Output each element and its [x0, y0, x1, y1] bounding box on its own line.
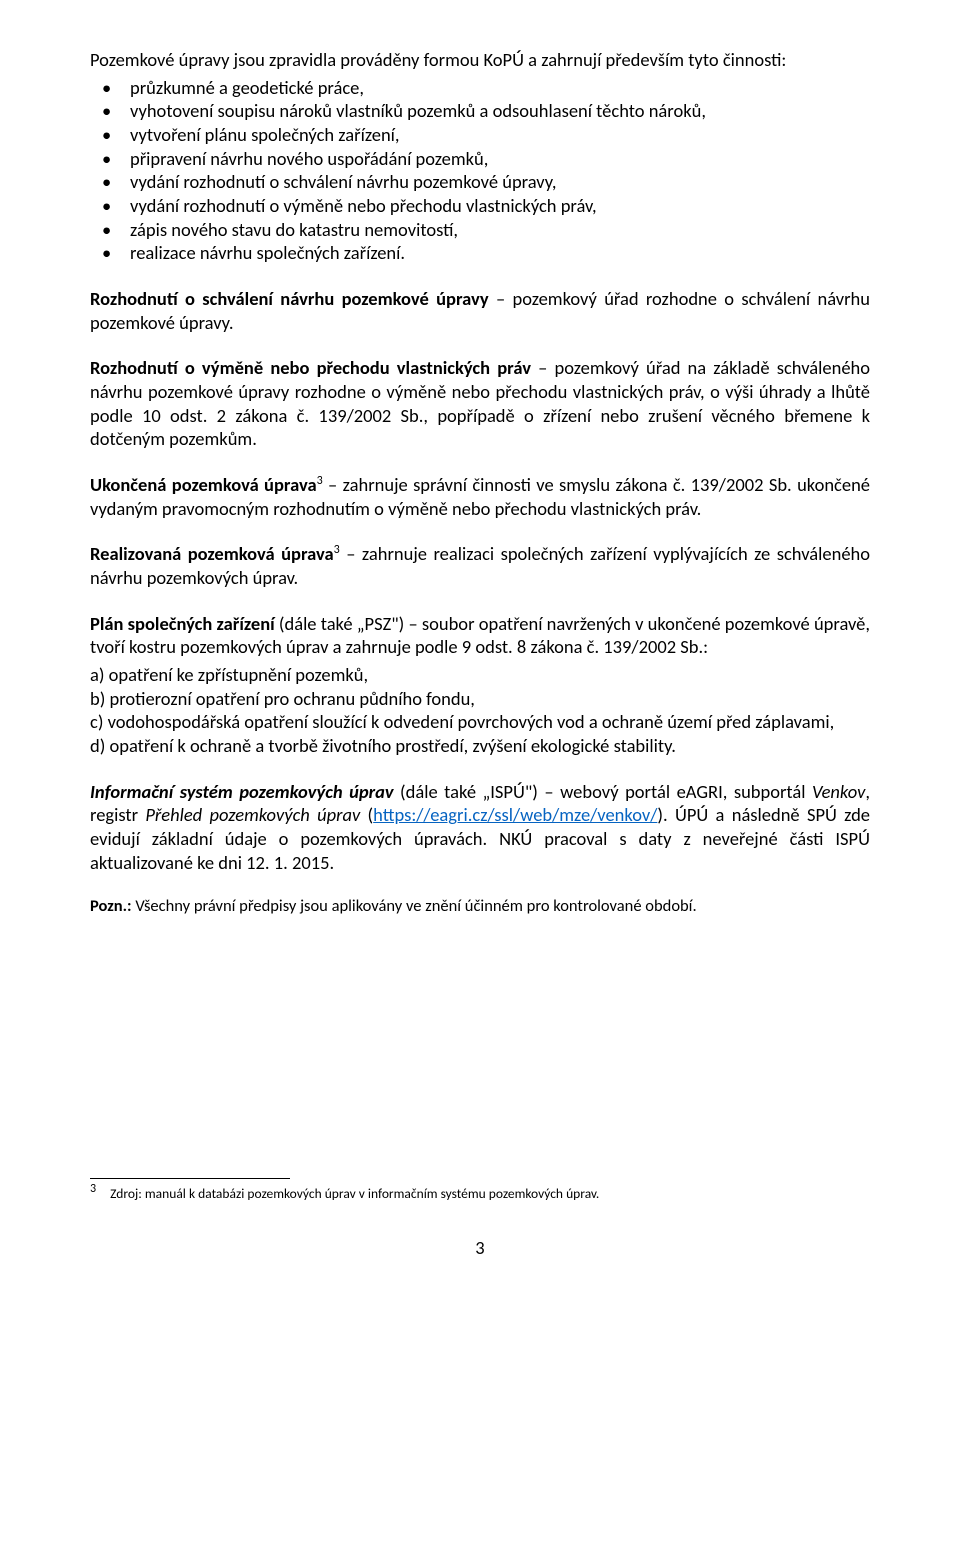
text-part: (dále také „ISPÚ") – webový portál eAGRI…	[394, 780, 812, 803]
paragraph-pozn: Pozn.: Všechny právní předpisy jsou apli…	[90, 896, 870, 917]
paragraph-realizovana: Realizovaná pozemková úprava3 – zahrnuje…	[90, 542, 870, 589]
list-item: vydání rozhodnutí o schválení návrhu poz…	[90, 170, 870, 194]
pozn-label: Pozn.:	[90, 896, 132, 916]
term-bold: Rozhodnutí o výměně nebo přechodu vlastn…	[90, 356, 531, 379]
term-bolditalic: Informační systém pozemkových úprav	[90, 780, 394, 803]
paragraph-ukoncena: Ukončená pozemková úprava3 – zahrnuje sp…	[90, 473, 870, 520]
term-bold: Realizovaná pozemková úprava	[90, 542, 334, 565]
term-bold: Plán společných zařízení	[90, 612, 275, 635]
page-number: 3	[90, 1236, 870, 1260]
list-item: průzkumné a geodetické práce,	[90, 76, 870, 100]
footnote-number: 3	[90, 1182, 96, 1196]
lettered-item-b: b) protierozní opatření pro ochranu půdn…	[90, 687, 870, 711]
text-part: (	[360, 803, 373, 826]
footnote-text: Zdroj: manuál k databázi pozemkových úpr…	[110, 1185, 599, 1202]
lettered-item-d: d) opatření k ochraně a tvorbě životního…	[90, 734, 870, 758]
term-bold: Rozhodnutí o schválení návrhu pozemkové …	[90, 287, 489, 310]
lettered-list: a) opatření ke zpřístupnění pozemků, b) …	[90, 663, 870, 758]
footnote: 3 Zdroj: manuál k databázi pozemkových úp…	[90, 1185, 870, 1202]
activity-list: průzkumné a geodetické práce, vyhotovení…	[90, 76, 870, 265]
text-italic: Přehled pozemkových úprav	[145, 803, 360, 826]
footnote-separator	[90, 1178, 290, 1179]
list-item: zápis nového stavu do katastru nemovitos…	[90, 218, 870, 242]
text-italic: Venkov	[812, 780, 865, 803]
intro-paragraph: Pozemkové úpravy jsou zpravidla prováděn…	[90, 48, 870, 72]
paragraph-plan: Plán společných zařízení (dále také „PSZ…	[90, 612, 870, 659]
list-item: vytvoření plánu společných zařízení,	[90, 123, 870, 147]
list-item: vydání rozhodnutí o výměně nebo přechodu…	[90, 194, 870, 218]
paragraph-ispu: Informační systém pozemkových úprav (dál…	[90, 780, 870, 875]
paragraph-rozhodnuti-schvaleni: Rozhodnutí o schválení návrhu pozemkové …	[90, 287, 870, 334]
lettered-item-c: c) vodohospodářská opatření sloužící k o…	[90, 710, 870, 734]
pozn-rest: Všechny právní předpisy jsou aplikovány …	[132, 896, 697, 916]
eagri-link[interactable]: https://eagri.cz/ssl/web/mze/venkov/	[373, 803, 657, 826]
list-item: připravení návrhu nového uspořádání poze…	[90, 147, 870, 171]
term-bold: Ukončená pozemková úprava	[90, 473, 317, 496]
lettered-item-a: a) opatření ke zpřístupnění pozemků,	[90, 663, 870, 687]
paragraph-rozhodnuti-vymene: Rozhodnutí o výměně nebo přechodu vlastn…	[90, 356, 870, 451]
list-item: realizace návrhu společných zařízení.	[90, 241, 870, 265]
list-item: vyhotovení soupisu nároků vlastníků poze…	[90, 99, 870, 123]
